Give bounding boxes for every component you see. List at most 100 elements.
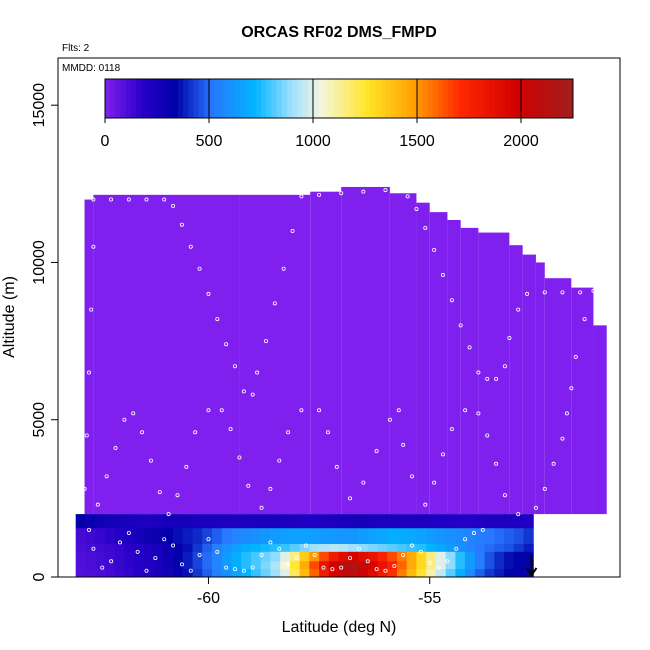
heatmap-cell xyxy=(173,528,184,545)
heatmap-cell xyxy=(182,561,194,570)
heatmap-cell xyxy=(221,551,232,562)
track-point xyxy=(82,486,87,491)
heatmap-cell xyxy=(202,569,213,578)
heatmap-cell xyxy=(474,543,486,553)
heatmap-cell xyxy=(494,551,505,562)
heatmap-cell xyxy=(513,528,525,545)
heatmap-cell xyxy=(280,543,291,553)
heatmap-cell xyxy=(435,551,447,562)
track-point xyxy=(423,502,428,507)
colorbar-swatch xyxy=(313,79,319,118)
colorbar-swatch xyxy=(380,79,387,118)
colorbar-swatch xyxy=(411,79,418,118)
heatmap-cell xyxy=(396,543,408,553)
heatmap-cell xyxy=(465,551,476,562)
heatmap-cell xyxy=(328,569,340,578)
track-point xyxy=(157,490,162,495)
heatmap-cell xyxy=(416,528,427,545)
heatmap-cell xyxy=(319,543,330,553)
track-point xyxy=(197,552,202,557)
track-point xyxy=(246,483,251,488)
heatmap-cell xyxy=(231,569,242,578)
heatmap-cell xyxy=(484,514,495,529)
heatmap-cell xyxy=(114,561,125,570)
colorbar-swatch xyxy=(302,79,309,118)
heatmap-cell xyxy=(241,528,252,545)
track-point xyxy=(578,290,583,295)
track-point xyxy=(458,323,463,328)
heatmap-cell xyxy=(104,551,116,562)
heatmap-cell xyxy=(309,561,320,570)
track-point xyxy=(91,546,96,551)
heatmap-cell xyxy=(474,569,486,578)
colorbar-swatch xyxy=(141,79,148,118)
heatmap-cell xyxy=(319,551,330,562)
heatmap-cell xyxy=(429,212,448,515)
heatmap-cell xyxy=(182,569,194,578)
heatmap-cell xyxy=(192,551,203,562)
heatmap-cell xyxy=(241,569,252,578)
heatmap-cell xyxy=(280,551,291,562)
track-point xyxy=(117,540,122,545)
heatmap-cell xyxy=(182,528,194,545)
track-point xyxy=(551,461,556,466)
track-point xyxy=(312,552,317,557)
track-point xyxy=(179,222,184,227)
heatmap-cell xyxy=(426,514,437,529)
heatmap-cell xyxy=(535,262,545,515)
heatmap-cell xyxy=(173,561,184,570)
heatmap-cell xyxy=(377,543,388,553)
heatmap-cell xyxy=(153,528,164,545)
track-point xyxy=(86,370,91,375)
heatmap-cell xyxy=(455,514,466,529)
colorbar-swatch xyxy=(375,79,382,118)
heatmap-cell xyxy=(182,551,194,562)
arrow-head xyxy=(525,567,538,577)
heatmap-cell xyxy=(241,561,252,570)
heatmap-cell xyxy=(465,561,476,570)
heatmap-cell xyxy=(192,514,203,529)
track-point xyxy=(383,188,388,193)
heatmap-cell xyxy=(387,543,398,553)
heatmap-cell xyxy=(358,514,369,529)
track-point xyxy=(290,228,295,233)
heatmap-cell xyxy=(494,514,505,529)
heatmap-cell xyxy=(239,194,311,515)
track-point xyxy=(542,486,547,491)
track-point xyxy=(95,502,100,507)
heatmap-cell xyxy=(377,569,388,578)
heatmap-cell xyxy=(435,514,447,529)
heatmap-cell xyxy=(202,514,213,529)
heatmap-cell xyxy=(455,561,466,570)
heatmap-cell xyxy=(544,278,572,515)
track-point xyxy=(494,376,499,381)
heatmap-cell xyxy=(280,561,291,570)
heatmap-cell xyxy=(75,561,86,570)
track-point xyxy=(299,194,304,199)
colorbar-swatch xyxy=(188,79,194,118)
heatmap-cell xyxy=(124,551,135,562)
y-tick-label: 5000 xyxy=(31,402,48,438)
heatmap-cell xyxy=(416,543,427,553)
track-point xyxy=(516,307,521,312)
heatmap-cell xyxy=(416,202,430,515)
heatmap-cell xyxy=(134,551,145,562)
track-point xyxy=(188,244,193,249)
heatmap-cell xyxy=(513,569,525,578)
track-point xyxy=(140,430,145,435)
track-point xyxy=(339,191,344,196)
heatmap-cell xyxy=(241,514,252,529)
heatmap-cell xyxy=(455,543,466,553)
heatmap-cell xyxy=(348,543,359,553)
heatmap-cell xyxy=(192,561,203,570)
heatmap-cell xyxy=(143,528,155,545)
heatmap-cell xyxy=(221,569,232,578)
colorbar-swatch xyxy=(396,79,402,118)
colorbar-swatch xyxy=(287,79,293,118)
track-point xyxy=(219,408,224,413)
heatmap-cell xyxy=(280,514,291,529)
colorbar-swatch xyxy=(266,79,272,118)
colorbar-swatch xyxy=(432,79,439,118)
heatmap-cell xyxy=(338,528,349,545)
heatmap-cell xyxy=(494,569,505,578)
